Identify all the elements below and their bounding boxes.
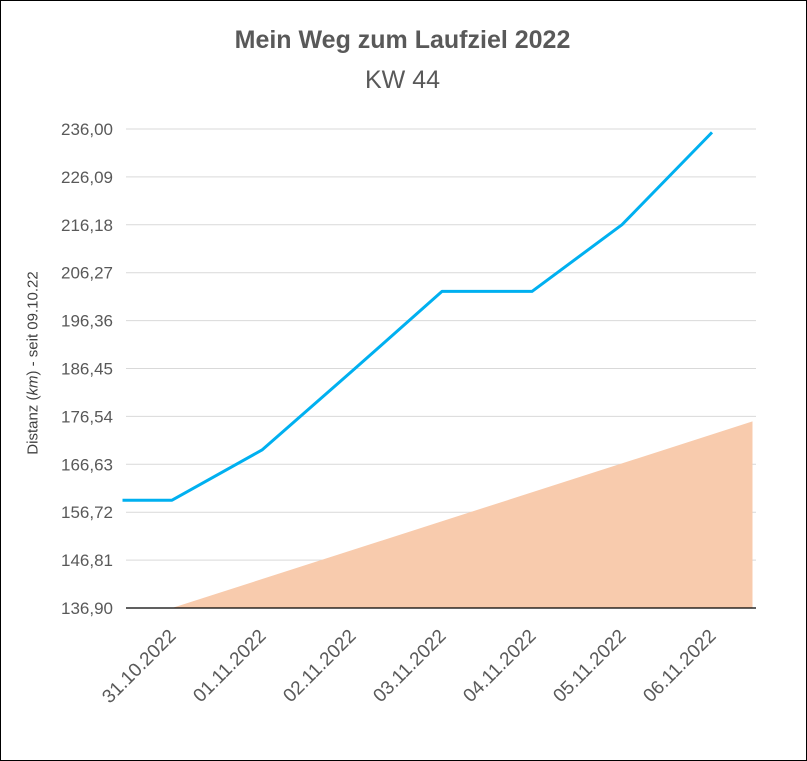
- x-tick-label: 31.10.2022: [98, 626, 180, 708]
- y-tick-label: 176,54: [61, 407, 113, 426]
- distance-line: [122, 131, 714, 502]
- target-area: [172, 421, 753, 608]
- y-tick-label: 166,63: [61, 455, 113, 474]
- y-tick-label: 196,36: [61, 312, 113, 331]
- x-tick-label: 01.11.2022: [189, 626, 270, 707]
- y-tick-label: 146,81: [61, 551, 113, 570]
- x-tick-label: 04.11.2022: [459, 626, 540, 707]
- y-tick-label: 136,90: [61, 599, 113, 618]
- x-tick-label: 03.11.2022: [369, 626, 450, 707]
- y-tick-label: 186,45: [61, 360, 113, 379]
- y-tick-label: 206,27: [61, 264, 113, 283]
- chart-title: Mein Weg zum Laufziel 2022: [234, 26, 571, 54]
- x-tick-label: 06.11.2022: [639, 626, 720, 707]
- chart-subtitle: KW 44: [364, 66, 441, 94]
- y-tick-label: 236,00: [61, 120, 113, 139]
- y-tick-label: 226,09: [61, 168, 113, 187]
- x-tick-label: 02.11.2022: [279, 626, 360, 707]
- x-tick-label: 05.11.2022: [549, 626, 630, 707]
- y-tick-label: 216,18: [61, 216, 113, 235]
- y-tick-label: 156,72: [61, 503, 113, 522]
